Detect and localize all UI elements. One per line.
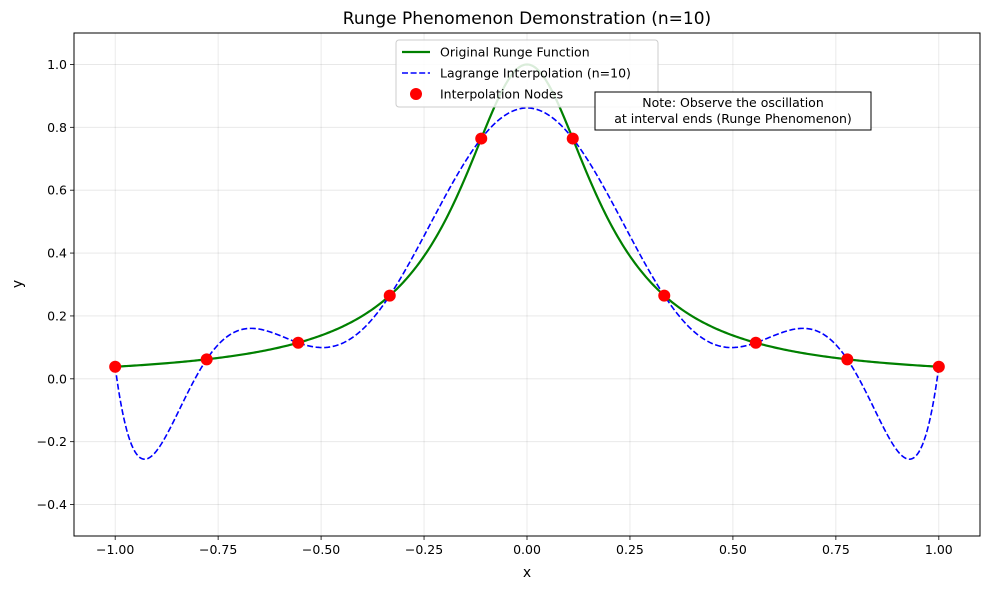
y-tick-label: −0.4	[37, 497, 67, 512]
y-tick-label: 0.0	[47, 371, 67, 386]
series-lagrange-interpolation-line	[114, 107, 940, 461]
y-tick-label: 0.8	[47, 120, 67, 135]
y-tick-label: 0.2	[47, 308, 67, 323]
y-axis-label: y	[10, 280, 26, 288]
annotation-frame	[594, 91, 872, 131]
interpolation-node-point	[749, 336, 762, 349]
interpolation-node-point	[475, 132, 488, 145]
annotation-text-line: at interval ends (Runge Phenomenon)	[614, 111, 852, 126]
interpolation-node-point	[932, 360, 945, 373]
x-tick-label: 0.50	[719, 542, 747, 557]
legend-label: Original Runge Function	[440, 45, 590, 60]
y-axis-ticks: −0.4 −0.2 0.0 0.2 0.4 0.6 0.8 1.0	[37, 57, 74, 512]
x-tick-label: −0.25	[405, 542, 443, 557]
x-tick-label: 0.00	[513, 542, 541, 557]
y-tick-label: 0.6	[47, 183, 67, 198]
interpolation-node-point	[566, 132, 579, 145]
legend-swatch-nodes	[410, 88, 422, 100]
annotation-text-line: Note: Observe the oscillation	[642, 95, 824, 110]
x-tick-label: 1.00	[925, 542, 953, 557]
interpolation-node-point	[292, 336, 305, 349]
x-axis-label: x	[523, 565, 531, 581]
interpolation-node-point	[200, 353, 213, 366]
legend-label: Lagrange Interpolation (n=10)	[440, 66, 631, 81]
y-tick-label: −0.2	[37, 434, 67, 449]
chart-title: Runge Phenomenon Demonstration (n=10)	[343, 9, 711, 29]
interpolation-node-point	[383, 289, 396, 302]
legend: Original Runge Function Lagrange Interpol…	[395, 39, 659, 108]
y-tick-label: 0.4	[47, 246, 67, 261]
x-tick-label: −0.75	[199, 542, 237, 557]
x-tick-label: −1.00	[96, 542, 134, 557]
y-tick-label: 1.0	[47, 57, 67, 72]
x-tick-label: −0.50	[302, 542, 340, 557]
interpolation-node-point	[841, 353, 854, 366]
x-axis-ticks: −1.00 −0.75 −0.50 −0.25 0.00 0.25 0.50 0.75 1.00	[96, 536, 953, 557]
x-tick-label: 0.25	[616, 542, 644, 557]
interpolation-node-point	[658, 289, 671, 302]
x-tick-label: 0.75	[822, 542, 850, 557]
legend-label: Interpolation Nodes	[440, 87, 563, 102]
legend-box	[395, 39, 659, 108]
interpolation-node-point	[109, 360, 122, 373]
